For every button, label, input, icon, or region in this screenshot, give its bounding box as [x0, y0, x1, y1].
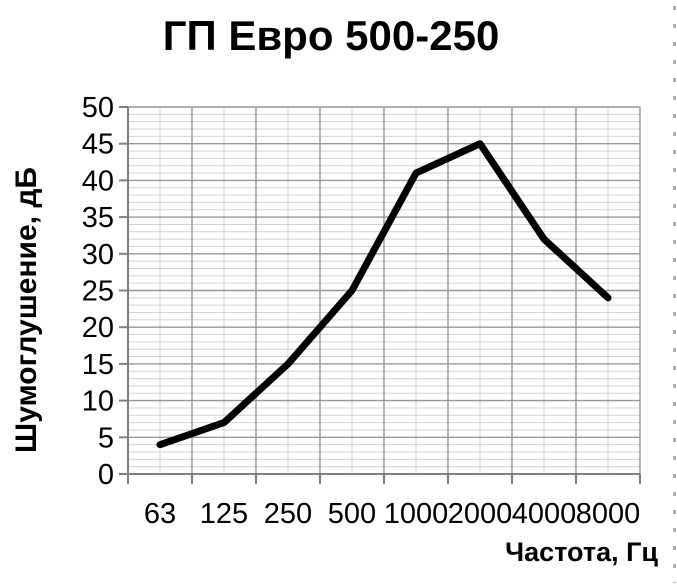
chart-title: ГП Евро 500-250 — [162, 12, 500, 59]
x-tick-label: 125 — [200, 498, 248, 530]
y-tick-label: 20 — [82, 312, 114, 344]
y-tick-label: 5 — [98, 422, 114, 454]
y-tick-labels: 0 5 10 15 20 25 30 35 40 45 50 — [82, 92, 114, 491]
x-axis-title: Частота, Гц — [505, 537, 658, 567]
selection-dashed-border — [673, 6, 676, 583]
x-tick-label: 500 — [328, 498, 376, 530]
y-tick-label: 0 — [98, 459, 114, 491]
series-line — [156, 140, 612, 449]
grid-major-vertical — [127, 107, 641, 474]
x-tick-label: 2000 — [448, 498, 513, 530]
x-tick-label: 1000 — [384, 498, 449, 530]
y-tick-label: 45 — [82, 129, 114, 161]
y-tick-label: 25 — [82, 276, 114, 308]
tick-marks — [119, 106, 641, 484]
y-tick-label: 15 — [82, 349, 114, 381]
x-tick-labels: 63 125 250 500 1000 2000 4000 8000 — [144, 498, 640, 530]
y-tick-label: 50 — [82, 92, 114, 124]
x-tick-label: 250 — [264, 498, 312, 530]
x-tick-label: 63 — [144, 498, 176, 530]
y-tick-label: 40 — [82, 165, 114, 197]
x-tick-label: 4000 — [512, 498, 577, 530]
y-tick-label: 10 — [82, 386, 114, 418]
y-tick-label: 35 — [82, 202, 114, 234]
x-tick-label: 8000 — [576, 498, 641, 530]
y-tick-label: 30 — [82, 239, 114, 271]
